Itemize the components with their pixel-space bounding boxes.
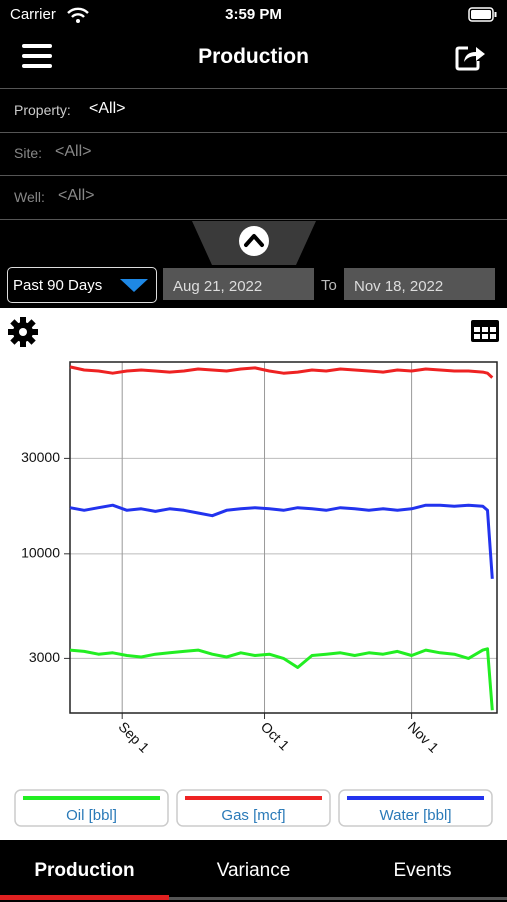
end-date[interactable]: Nov 18, 2022: [344, 268, 495, 300]
filter-value: <All>: [58, 187, 95, 204]
legend-label: Oil [bbl]: [66, 807, 117, 824]
clock: 3:59 PM: [225, 6, 282, 23]
start-date[interactable]: Aug 21, 2022: [163, 268, 314, 300]
tab[interactable]: Production: [34, 860, 135, 881]
tab[interactable]: Variance: [216, 860, 291, 881]
start-date-text: Aug 21, 2022: [173, 278, 263, 295]
series-line: [69, 647, 494, 711]
well-filter[interactable]: Well: <All>: [0, 176, 507, 220]
share-button[interactable]: [454, 42, 488, 72]
carrier: Carrier: [10, 6, 56, 23]
range-preset: Past 90 Days: [13, 277, 103, 294]
x-tick-label: Oct 1: [258, 718, 293, 753]
legend-label: Water [bbl]: [380, 807, 452, 824]
site-filter[interactable]: Site: <All>: [0, 132, 507, 176]
series-line: [69, 503, 494, 579]
dropdown-arrow: [120, 279, 148, 292]
tab-underline: [169, 897, 507, 900]
filter-label: Property:: [14, 102, 71, 118]
filter-label: Site:: [14, 145, 43, 161]
to-label: To: [321, 277, 337, 294]
y-tick-label: 30000: [21, 449, 60, 465]
table-icon[interactable]: [471, 320, 499, 342]
settings-icon[interactable]: [8, 317, 38, 347]
page-title: Production: [198, 45, 309, 68]
x-tick-label: Nov 1: [405, 718, 442, 755]
chart: 3000 10000 30000 Sep 1 Oct 1 Nov 1 Oil [bbl] Ga…: [0, 308, 507, 840]
wifi-icon: [67, 7, 89, 23]
y-tick-label: 3000: [29, 649, 60, 665]
x-tick-label: Sep 1: [115, 718, 152, 755]
filter-value: <All>: [55, 143, 92, 160]
legend-item[interactable]: Gas [mcf]: [176, 789, 331, 827]
series-line: [69, 365, 494, 379]
menu-button[interactable]: [22, 42, 54, 70]
active-tab-indicator: [0, 895, 169, 900]
plot-frame: [69, 361, 498, 714]
tab[interactable]: Events: [393, 860, 452, 881]
filter-value: <All>: [89, 100, 126, 117]
end-date-text: Nov 18, 2022: [354, 278, 444, 295]
legend-label: Gas [mcf]: [221, 807, 285, 824]
legend-item[interactable]: Water [bbl]: [338, 789, 493, 827]
range-dropdown[interactable]: Past 90 Days: [7, 267, 157, 303]
property-filter[interactable]: Property: <All>: [0, 88, 507, 133]
battery-icon: [468, 7, 497, 22]
legend-item[interactable]: Oil [bbl]: [14, 789, 169, 827]
collapse-toggle[interactable]: [190, 221, 318, 265]
filter-label: Well:: [14, 189, 45, 205]
y-tick-label: 10000: [21, 545, 60, 561]
